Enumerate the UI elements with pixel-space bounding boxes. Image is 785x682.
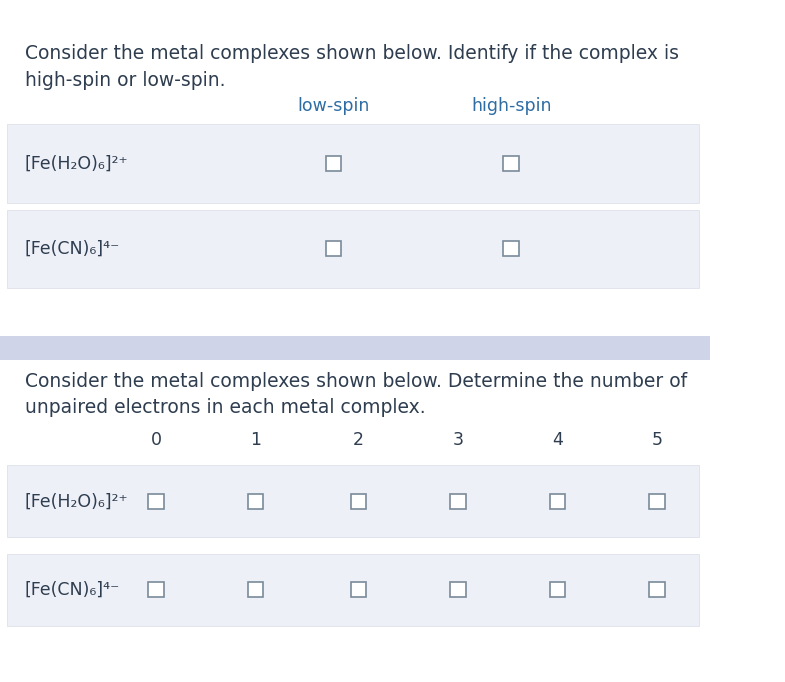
Text: 1: 1: [250, 431, 261, 449]
Text: 2: 2: [353, 431, 364, 449]
Text: Consider the metal complexes shown below. Identify if the complex is
high-spin o: Consider the metal complexes shown below…: [25, 44, 679, 90]
FancyBboxPatch shape: [7, 124, 699, 203]
Text: 3: 3: [452, 431, 463, 449]
FancyBboxPatch shape: [450, 494, 466, 509]
Text: 4: 4: [552, 431, 563, 449]
Text: 0: 0: [151, 431, 162, 449]
FancyBboxPatch shape: [0, 336, 710, 360]
Text: low-spin: low-spin: [298, 97, 370, 115]
Text: [Fe(CN)₆]⁴⁻: [Fe(CN)₆]⁴⁻: [25, 581, 120, 599]
FancyBboxPatch shape: [248, 582, 264, 597]
FancyBboxPatch shape: [351, 494, 367, 509]
FancyBboxPatch shape: [7, 465, 699, 537]
FancyBboxPatch shape: [326, 156, 341, 171]
FancyBboxPatch shape: [7, 554, 699, 626]
Text: [Fe(H₂O)₆]²⁺: [Fe(H₂O)₆]²⁺: [25, 155, 129, 173]
FancyBboxPatch shape: [503, 156, 519, 171]
FancyBboxPatch shape: [248, 494, 264, 509]
Text: [Fe(H₂O)₆]²⁺: [Fe(H₂O)₆]²⁺: [25, 492, 129, 510]
FancyBboxPatch shape: [148, 494, 164, 509]
FancyBboxPatch shape: [7, 210, 699, 288]
FancyBboxPatch shape: [649, 582, 665, 597]
Text: Consider the metal complexes shown below. Determine the number of
unpaired elect: Consider the metal complexes shown below…: [25, 372, 687, 417]
FancyBboxPatch shape: [649, 494, 665, 509]
FancyBboxPatch shape: [148, 582, 164, 597]
Text: 5: 5: [652, 431, 663, 449]
FancyBboxPatch shape: [326, 241, 341, 256]
Text: high-spin: high-spin: [471, 97, 551, 115]
FancyBboxPatch shape: [450, 582, 466, 597]
FancyBboxPatch shape: [503, 241, 519, 256]
Text: [Fe(CN)₆]⁴⁻: [Fe(CN)₆]⁴⁻: [25, 240, 120, 258]
FancyBboxPatch shape: [351, 582, 367, 597]
FancyBboxPatch shape: [550, 582, 565, 597]
FancyBboxPatch shape: [550, 494, 565, 509]
